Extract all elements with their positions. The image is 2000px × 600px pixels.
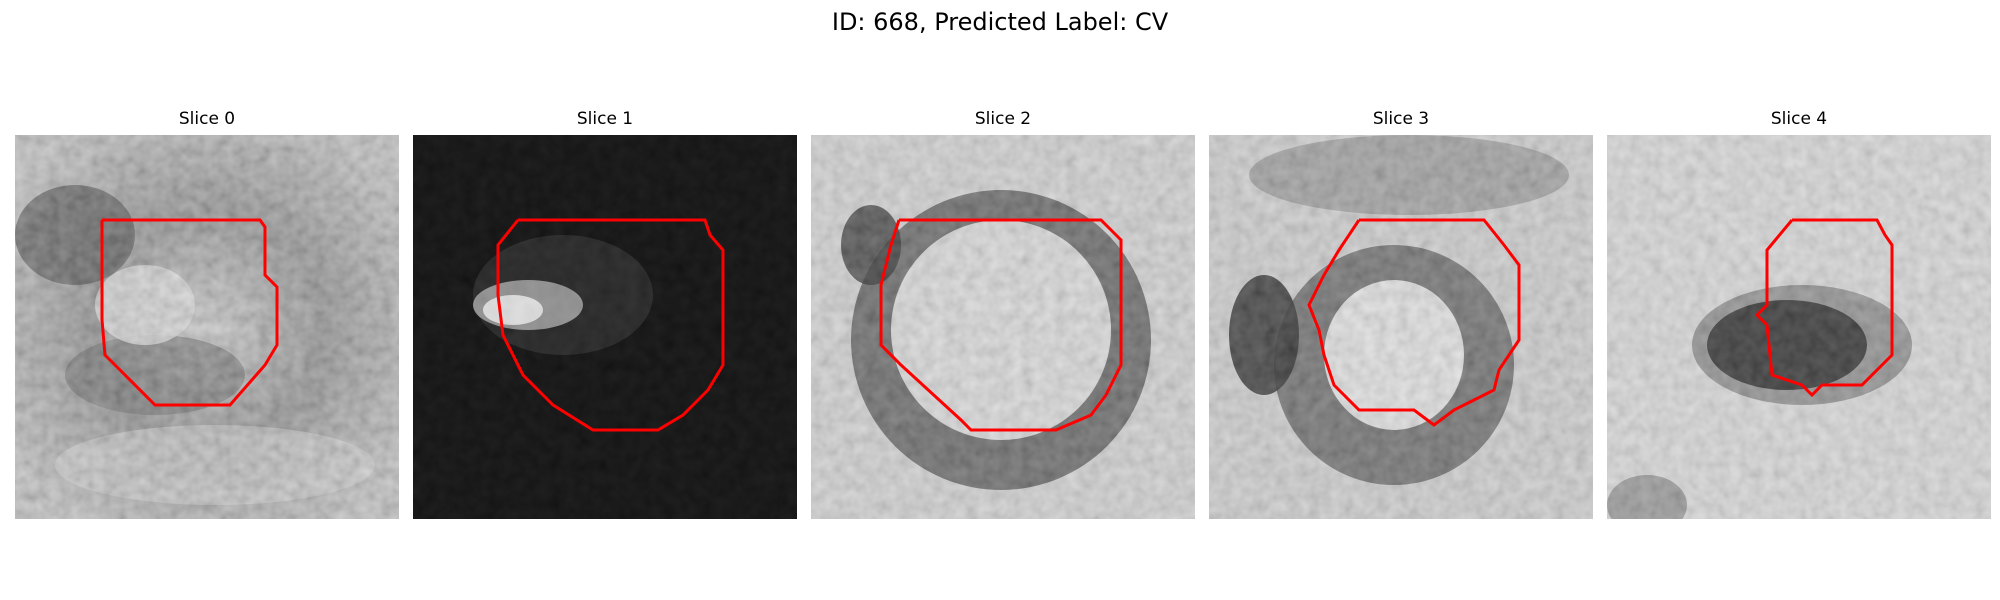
- slice-title: Slice 2: [974, 109, 1032, 129]
- slice-image: [15, 135, 399, 519]
- figure-title: ID: 668, Predicted Label: CV: [831, 8, 1169, 36]
- slice-image: [413, 135, 797, 519]
- slice-image: [1209, 135, 1593, 519]
- contour-outline: [496, 218, 725, 432]
- slice-title: Slice 0: [178, 109, 236, 129]
- contour-outline: [100, 218, 279, 407]
- slice-title: Slice 3: [1372, 109, 1430, 129]
- slice-panel-3: Slice 3: [1209, 108, 1593, 522]
- contour-outline: [1754, 218, 1894, 398]
- slice-title: Slice 1: [576, 109, 634, 129]
- contour-outline: [879, 218, 1123, 432]
- contour-outline: [1307, 218, 1521, 427]
- slice-image: [1607, 135, 1991, 519]
- slice-title: Slice 4: [1770, 109, 1828, 129]
- slice-panel-0: Slice 0: [15, 108, 399, 522]
- slice-panel-2: Slice 2: [811, 108, 1195, 522]
- slice-panel-4: Slice 4: [1607, 108, 1991, 522]
- slice-image: [811, 135, 1195, 519]
- slice-panel-1: Slice 1: [413, 108, 797, 522]
